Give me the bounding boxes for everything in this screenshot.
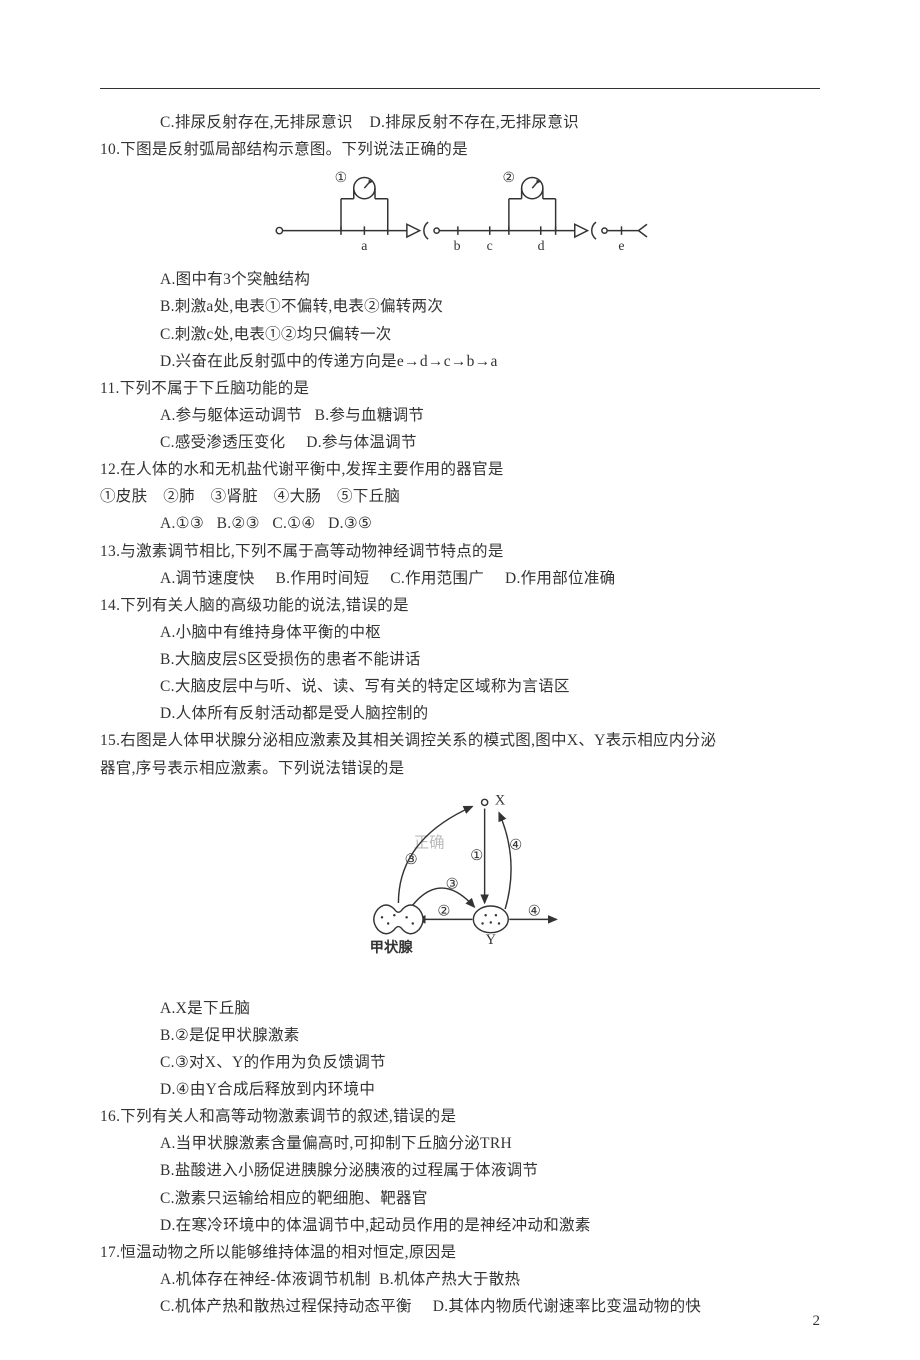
q11-stem: 11.下列不属于下丘脑功能的是 [100, 375, 820, 402]
q15-stem-1: 15.右图是人体甲状腺分泌相应激素及其相关调控关系的模式图,图中X、Y表示相应内… [100, 727, 820, 754]
q14-opt-c: C.大脑皮层中与听、说、读、写有关的特定区域称为言语区 [100, 673, 820, 700]
q13-opt-c: C.作用范围广 [390, 570, 484, 587]
q9-options-cd: C.排尿反射存在,无排尿意识 D.排尿反射不存在,无排尿意识 [100, 109, 820, 136]
q12-opt-c: C.①④ [272, 515, 315, 532]
q13-opts: A.调节速度快 B.作用时间短 C.作用范围广 D.作用部位准确 [100, 565, 820, 592]
q17-opt-d: D.其体内物质代谢速率比变温动物的快 [433, 1298, 701, 1315]
q13-opt-b: B.作用时间短 [276, 570, 370, 587]
q14-opt-a: A.小脑中有维持身体平衡的中枢 [100, 619, 820, 646]
q14-stem: 14.下列有关人脑的高级功能的说法,错误的是 [100, 592, 820, 619]
q12-opt-b: B.②③ [217, 515, 260, 532]
meter2-label: ② [503, 170, 515, 185]
q10-figure: ① ② a b c d e [100, 169, 820, 254]
q10-opt-d: D.兴奋在此反射弧中的传递方向是e→d→c→b→a [100, 348, 820, 375]
q17-opt-c: C.机体产热和散热过程保持动态平衡 [160, 1298, 412, 1315]
q13-opt-d: D.作用部位准确 [505, 570, 615, 587]
q16-opt-c: C.激素只运输给相应的靶细胞、靶器官 [100, 1185, 820, 1212]
q11-opt-d: D.参与体温调节 [306, 434, 416, 451]
label-a: a [361, 238, 367, 253]
q17-opts-cd: C.机体产热和散热过程保持动态平衡 D.其体内物质代谢速率比变温动物的快 [100, 1293, 820, 1320]
label-d: d [538, 238, 545, 253]
q15-stem-2: 器官,序号表示相应激素。下列说法错误的是 [100, 755, 820, 782]
label-c: c [487, 238, 493, 253]
q16-opt-d: D.在寒冷环境中的体温调节中,起动员作用的是神经冲动和激素 [100, 1212, 820, 1239]
q9-opt-c: C.排尿反射存在,无排尿意识 [160, 114, 353, 131]
q12-opt-d: D.③⑤ [328, 515, 372, 532]
q10-opt-c: C.刺激c处,电表①②均只偏转一次 [100, 321, 820, 348]
q11-opt-c: C.感受渗透压变化 [160, 434, 285, 451]
q10-stem: 10.下图是反射弧局部结构示意图。下列说法正确的是 [100, 136, 820, 163]
q12-items: ①皮肤 ②肺 ③肾脏 ④大肠 ⑤下丘脑 [100, 483, 820, 510]
page-divider [100, 88, 820, 89]
q15-opt-c: C.③对X、Y的作用为负反馈调节 [100, 1049, 820, 1076]
edge-3l: ③ [405, 852, 418, 868]
q11-opt-a: A.参与躯体运动调节 [160, 407, 302, 424]
page-number: 2 [813, 1313, 821, 1330]
q14-opt-b: B.大脑皮层S区受损伤的患者不能讲话 [100, 646, 820, 673]
reflex-arc-diagram: ① ② a b c d e [250, 169, 670, 254]
q10-opt-b: B.刺激a处,电表①不偏转,电表②偏转两次 [100, 293, 820, 320]
edge-3r: ③ [446, 876, 459, 892]
q12-opt-a: A.①③ [160, 515, 204, 532]
label-e: e [618, 238, 624, 253]
q17-opt-b: B.机体产热大于散热 [379, 1271, 520, 1288]
q14-opt-d: D.人体所有反射活动都是受人脑控制的 [100, 700, 820, 727]
q15-figure: 正确 [100, 788, 820, 983]
q9-opt-d: D.排尿反射不存在,无排尿意识 [370, 114, 579, 131]
q16-opt-a: A.当甲状腺激素含量偏高时,可抑制下丘脑分泌TRH [100, 1130, 820, 1157]
page-content: C.排尿反射存在,无排尿意识 D.排尿反射不存在,无排尿意识 10.下图是反射弧… [100, 85, 820, 1320]
q10-opt-a: A.图中有3个突触结构 [100, 266, 820, 293]
q11-opt-b: B.参与血糖调节 [315, 407, 425, 424]
node-y-label: Y [486, 932, 496, 948]
edge-1: ① [470, 847, 483, 863]
q16-opt-b: B.盐酸进入小肠促进胰腺分泌胰液的过程属于体液调节 [100, 1157, 820, 1184]
label-b: b [454, 238, 461, 253]
q17-opt-a: A.机体存在神经-体液调节机制 [160, 1271, 371, 1288]
node-x-label: X [495, 792, 506, 808]
watermark: 正确 [414, 833, 445, 851]
edge-4r: ④ [528, 903, 541, 919]
node-thyroid-label: 甲状腺 [370, 938, 414, 956]
q11-opts-ab: A.参与躯体运动调节 B.参与血糖调节 [100, 402, 820, 429]
q12-opts: A.①③ B.②③ C.①④ D.③⑤ [100, 510, 820, 537]
q11-opts-cd: C.感受渗透压变化 D.参与体温调节 [100, 429, 820, 456]
q15-opt-d: D.④由Y合成后释放到内环境中 [100, 1076, 820, 1103]
meter1-label: ① [335, 170, 347, 185]
edge-2: ② [437, 903, 450, 919]
q12-stem: 12.在人体的水和无机盐代谢平衡中,发挥主要作用的器官是 [100, 456, 820, 483]
q13-stem: 13.与激素调节相比,下列不属于高等动物神经调节特点的是 [100, 538, 820, 565]
q17-opts-ab: A.机体存在神经-体液调节机制 B.机体产热大于散热 [100, 1266, 820, 1293]
q15-opt-a: A.X是下丘脑 [100, 995, 820, 1022]
thyroid-feedback-diagram: 正确 [345, 788, 575, 983]
q15-opt-b: B.②是促甲状腺激素 [100, 1022, 820, 1049]
q13-opt-a: A.调节速度快 [160, 570, 255, 587]
edge-4m: ④ [509, 837, 522, 853]
q16-stem: 16.下列有关人和高等动物激素调节的叙述,错误的是 [100, 1103, 820, 1130]
q17-stem: 17.恒温动物之所以能够维持体温的相对恒定,原因是 [100, 1239, 820, 1266]
